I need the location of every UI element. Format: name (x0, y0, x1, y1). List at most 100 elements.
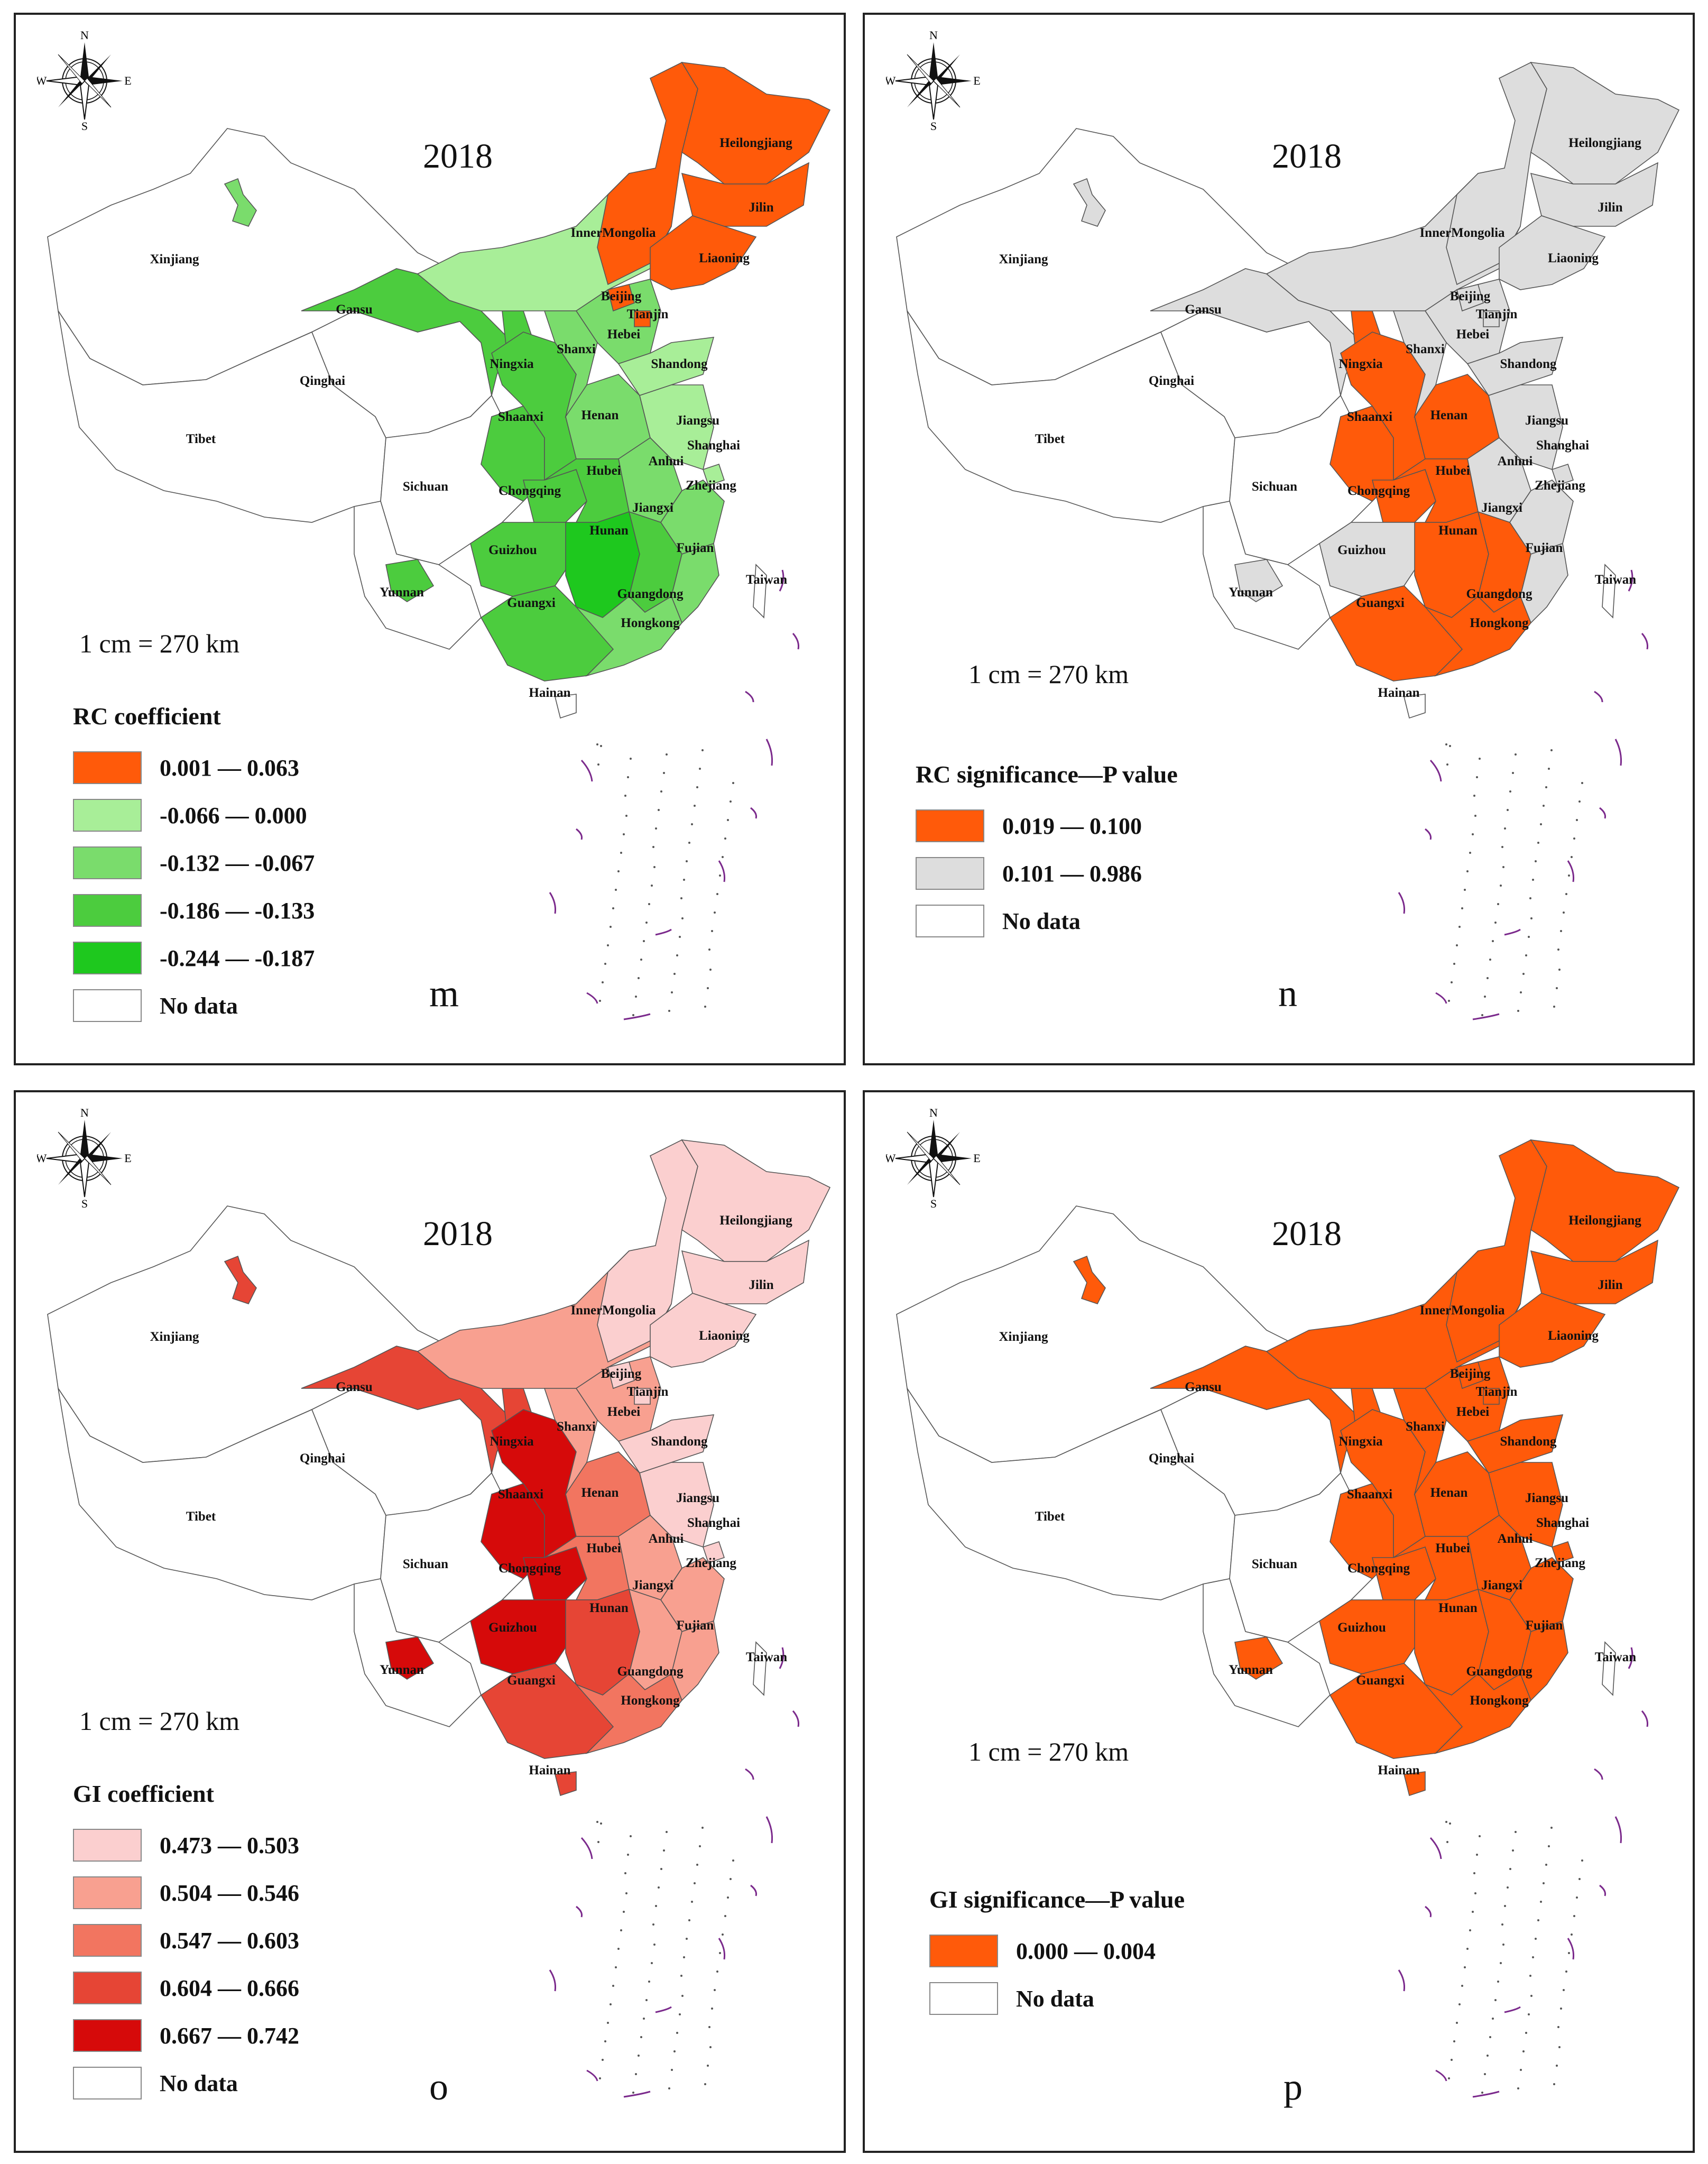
island-dot (1500, 885, 1502, 887)
island-dot (1501, 1923, 1503, 1926)
province-label: Beijing (1450, 289, 1491, 303)
province-label: Guangxi (507, 596, 556, 610)
province-label: InnerMongolia (570, 226, 656, 240)
sea-boundary-dash (576, 1905, 583, 1918)
province-liaoning (650, 215, 757, 290)
sea-boundary-dash (576, 828, 583, 840)
province-label: Sichuan (403, 1557, 448, 1571)
island-dot (652, 1923, 654, 1926)
island-dot (640, 959, 642, 961)
sea-boundary-dash (1594, 690, 1603, 703)
province-label: Guangdong (1466, 587, 1532, 601)
svg-text:W: W (886, 1152, 896, 1165)
island-dot (599, 2077, 601, 2079)
island-dot (1556, 2065, 1558, 2067)
province-shanghai (702, 463, 725, 486)
island-dot (686, 860, 688, 862)
legend-title: GI coefficient (73, 1780, 214, 1807)
island-dot (1557, 2026, 1559, 2028)
island-dot (1560, 930, 1562, 932)
island-dot (623, 833, 625, 835)
island-dot (1474, 1892, 1476, 1894)
island-dot (620, 852, 622, 854)
map-year: 2018 (423, 1214, 493, 1253)
svg-text:S: S (81, 119, 88, 131)
legend-items: 0.473 — 0.503 0.504 — 0.546 0.547 — 0.603 0… (73, 1821, 299, 2107)
province-label: Gansu (336, 1380, 373, 1394)
island-dot (624, 795, 626, 797)
sea-boundary-dash (1628, 569, 1633, 592)
sea-boundary-dash (1472, 2091, 1500, 2098)
island-dot (1492, 2018, 1494, 2020)
island-dot (1565, 1970, 1567, 1973)
legend-swatch (73, 989, 142, 1022)
legend-item: -0.186 — -0.133 (73, 887, 315, 934)
legend-label: No data (160, 2070, 238, 2096)
legend-label: No data (1002, 908, 1081, 934)
province-label: Fujian (1526, 1618, 1563, 1633)
province-heilongjiang (681, 62, 831, 185)
sea-boundary-dash (623, 1013, 651, 1020)
island-dot (1445, 743, 1447, 745)
island-dot (683, 879, 685, 881)
island-dot (610, 926, 612, 928)
island-dot (724, 1915, 726, 1917)
island-dot (696, 786, 698, 788)
island-dot (1464, 1966, 1466, 1968)
island-dot (599, 1000, 601, 1002)
island-dot (1545, 1864, 1547, 1866)
province-label: Liaoning (1548, 251, 1599, 265)
island-dot (658, 809, 660, 811)
province-label: Fujian (1526, 541, 1563, 555)
island-dot (600, 1822, 602, 1825)
province-label: Shandong (651, 357, 708, 371)
sea-boundary-dash (580, 759, 593, 782)
island-dot (671, 991, 673, 993)
island-dot (1578, 800, 1581, 803)
island-dot (625, 815, 627, 817)
province-label: Liaoning (699, 1329, 750, 1343)
legend-label: -0.066 — 0.000 (160, 802, 307, 828)
province-label: Jilin (1598, 200, 1622, 215)
sea-boundary-dash (792, 633, 799, 650)
island-dot (1568, 874, 1570, 877)
province-label: Ningxia (490, 357, 534, 371)
island-dot (1504, 1905, 1506, 1907)
province-tianjin (1483, 310, 1500, 327)
island-dot (719, 874, 721, 877)
island-dot (1472, 1911, 1474, 1913)
sea-boundary-dash (1599, 807, 1606, 819)
province-label: Hunan (589, 523, 629, 538)
province-liaoning (1499, 1293, 1606, 1368)
province-yunnan-spot (385, 559, 435, 602)
legend-swatch (916, 857, 984, 890)
legend-items: 0.001 — 0.063 -0.066 — 0.000 -0.132 — -0.0… (73, 744, 315, 1029)
legend-items: 0.000 — 0.004 No data (929, 1927, 1185, 2022)
island-dot (1504, 827, 1506, 830)
island-dot (617, 1948, 620, 1950)
legend-label: 0.000 — 0.004 (1016, 1938, 1156, 1964)
sea-boundary-dash (1614, 739, 1622, 766)
province-guizhou (1319, 522, 1426, 597)
island-dot (612, 1985, 614, 1987)
island-dot (630, 758, 632, 760)
province-label: Xinjiang (999, 252, 1048, 266)
island-dot (602, 2059, 604, 2061)
island-dot (1466, 1948, 1469, 1950)
province-heilongjiang (1530, 1139, 1680, 1262)
island-dot (1476, 776, 1478, 778)
province-label: Liaoning (1548, 1329, 1599, 1343)
legend-swatch (73, 2067, 142, 2099)
province-label: Jiangsu (676, 413, 719, 428)
island-dot (1543, 1882, 1545, 1884)
island-dot (696, 1864, 698, 1866)
province-label: Tibet (1035, 1509, 1065, 1524)
island-dot (643, 940, 645, 942)
island-dot (1517, 2087, 1519, 2089)
province-label: Qinghai (300, 374, 345, 388)
legend-item: -0.132 — -0.067 (73, 839, 315, 887)
island-dot (1548, 768, 1550, 770)
island-dot (727, 819, 729, 821)
province-label: Hebei (1456, 327, 1490, 342)
sea-boundary-dash (1567, 1938, 1574, 1960)
